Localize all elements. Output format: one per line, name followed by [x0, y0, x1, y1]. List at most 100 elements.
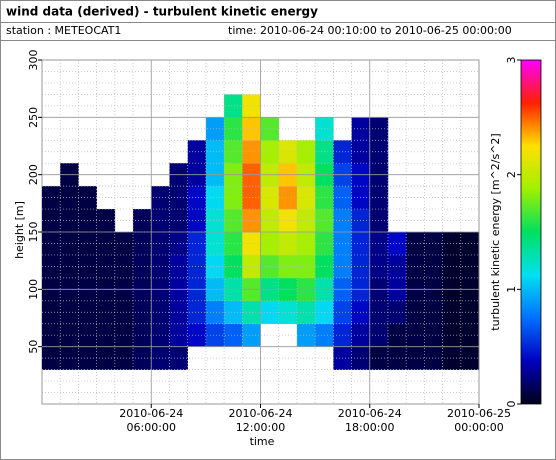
heat-cell	[442, 254, 462, 279]
heat-cell	[242, 323, 261, 347]
heat-cell	[187, 186, 207, 210]
heat-cell	[387, 254, 407, 279]
heat-cell	[369, 140, 389, 164]
heat-cell	[242, 232, 261, 256]
x-axis-label: time	[250, 435, 275, 448]
heat-cell	[187, 209, 207, 233]
colorbar-tick-label: 0	[505, 401, 518, 408]
colorbar-tick-label: 1	[505, 286, 518, 293]
heat-cell	[133, 232, 152, 256]
colorbar-label: turbulent kinetic energy [m^2/s^2]	[489, 133, 502, 330]
x-tick-label: 2010-06-24 12:00:00	[229, 407, 293, 434]
heat-cell	[224, 323, 243, 347]
heat-cell	[278, 140, 298, 164]
heat-cell	[151, 254, 170, 279]
heat-cell	[169, 346, 188, 370]
heat-cell	[260, 232, 280, 256]
heat-cell	[169, 323, 188, 347]
heat-cell	[205, 209, 225, 233]
colorbar	[520, 59, 542, 405]
heat-cell	[460, 346, 480, 370]
heat-cell	[242, 300, 261, 325]
heat-cell	[114, 232, 134, 256]
heat-cell	[151, 209, 170, 233]
heat-cell	[460, 323, 480, 347]
heat-cell	[133, 300, 152, 325]
heat-cell	[424, 254, 443, 279]
heat-cell	[187, 300, 207, 325]
heat-cell	[224, 209, 243, 233]
heat-cell	[114, 300, 134, 325]
heat-cell	[387, 346, 407, 370]
heat-cell	[224, 117, 243, 141]
heat-cell	[205, 186, 225, 210]
heat-cell	[133, 209, 152, 233]
heat-cell	[387, 323, 407, 347]
heat-cell	[205, 254, 225, 279]
heat-cell	[169, 254, 188, 279]
heat-cell	[187, 140, 207, 164]
y-tick-label: 150	[27, 222, 40, 243]
heat-cell	[151, 186, 170, 210]
heat-cell	[187, 323, 207, 347]
y-tick-label: 200	[27, 164, 40, 185]
time-range: time: 2010-06-24 00:10:00 to 2010-06-25 …	[228, 24, 512, 37]
heat-cell	[133, 323, 152, 347]
y-tick-label: 300	[27, 50, 40, 71]
heat-cell	[406, 323, 425, 347]
heat-cell	[406, 346, 425, 370]
heat-cell	[278, 232, 298, 256]
heat-cell	[260, 300, 280, 325]
x-tick-label: 2010-06-24 18:00:00	[338, 407, 402, 434]
heat-cell	[205, 117, 225, 141]
heat-cell	[242, 254, 261, 279]
heat-cell	[242, 186, 261, 210]
heat-cell	[169, 209, 188, 233]
x-tick-label: 2010-06-24 06:00:00	[119, 407, 183, 434]
heat-cell	[460, 232, 480, 256]
heat-cell	[151, 346, 170, 370]
heat-cell	[169, 232, 188, 256]
heat-cell	[205, 232, 225, 256]
heat-cell	[151, 300, 170, 325]
heat-cell	[278, 209, 298, 233]
heat-cell	[278, 186, 298, 210]
heat-cell	[205, 140, 225, 164]
heat-cell	[442, 323, 462, 347]
heat-cell	[114, 254, 134, 279]
heat-cell	[369, 346, 389, 370]
heat-cell	[369, 117, 389, 141]
heat-cell	[242, 117, 261, 141]
heat-cell	[114, 346, 134, 370]
heat-cell	[187, 232, 207, 256]
title: wind data (derived) - turbulent kinetic …	[6, 5, 318, 19]
heat-cell	[424, 346, 443, 370]
heat-cell	[369, 232, 389, 256]
heat-cell	[224, 94, 243, 118]
x-tick-label: 2010-06-25 00:00:00	[447, 407, 511, 434]
heat-cell	[406, 300, 425, 325]
heat-cell	[460, 254, 480, 279]
heat-cell	[369, 209, 389, 233]
heat-cell	[224, 300, 243, 325]
station: station : METEOCAT1	[6, 24, 121, 37]
colorbar-tick-label: 2	[505, 171, 518, 178]
heat-cell	[278, 254, 298, 279]
heat-cell	[424, 300, 443, 325]
heat-cell	[260, 140, 280, 164]
heat-cell	[260, 117, 280, 141]
heat-cell	[242, 209, 261, 233]
heat-cell	[424, 323, 443, 347]
heat-cell	[169, 300, 188, 325]
heat-cell	[369, 254, 389, 279]
heat-cell	[278, 300, 298, 325]
heat-cell	[205, 323, 225, 347]
heat-cell	[169, 186, 188, 210]
heat-cell	[369, 323, 389, 347]
heat-cell	[406, 232, 425, 256]
heat-cell	[224, 186, 243, 210]
heat-cell	[151, 323, 170, 347]
heat-cell	[224, 140, 243, 164]
colorbar-tick-label: 3	[505, 57, 518, 64]
heat-cell	[369, 186, 389, 210]
